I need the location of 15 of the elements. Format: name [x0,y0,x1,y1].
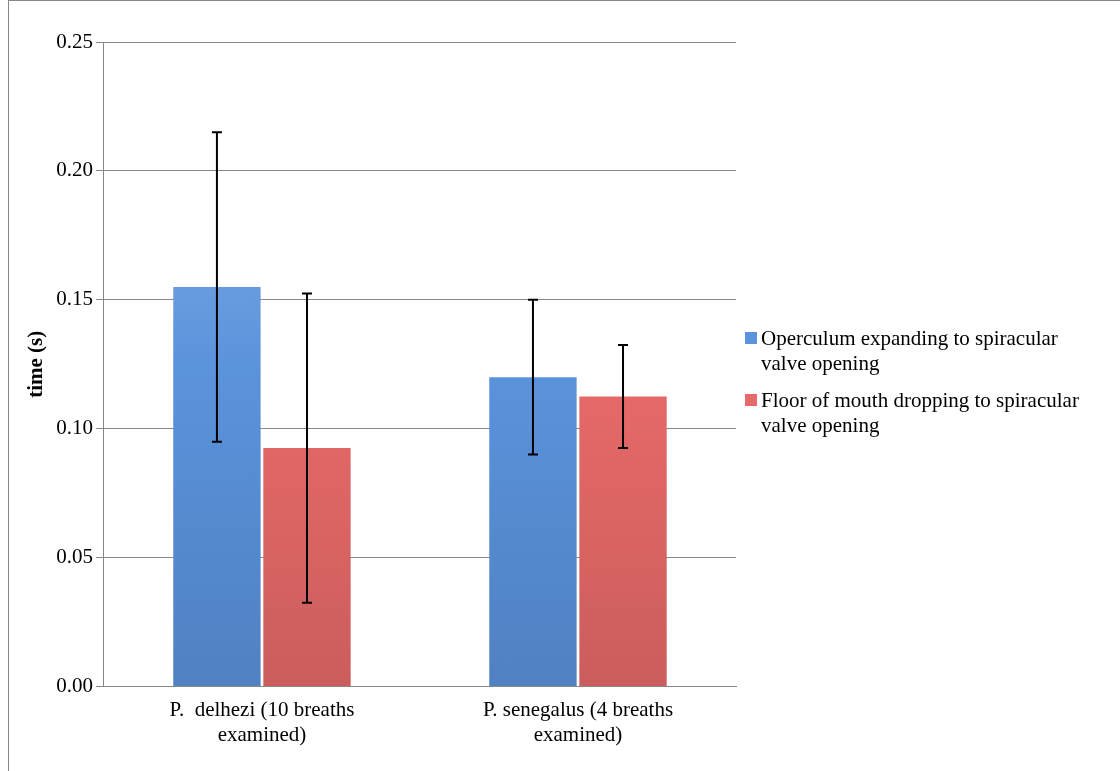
y-tick-label: 0.25 [56,28,93,53]
bar [579,396,667,687]
x-tick-label: P. delhezi (10 breaths examined) [169,696,355,746]
y-tick-label: 0.05 [56,544,93,569]
x-tick-label: P. senegalus (4 breaths examined) [482,696,674,746]
bar [489,377,577,687]
y-tick-label: 0.00 [56,673,93,698]
legend-label: Floor of mouth dropping to spiracular valve opening [761,388,1080,438]
y-tick-label: 0.20 [56,157,93,182]
y-tick-label: 0.15 [56,286,93,311]
y-axis-title: time (s) [23,330,48,398]
bar [263,448,351,687]
legend-label: Operculum expanding to spiracular valve opening [761,326,1059,376]
y-tick-label: 0.10 [56,415,93,440]
bar [173,286,261,687]
